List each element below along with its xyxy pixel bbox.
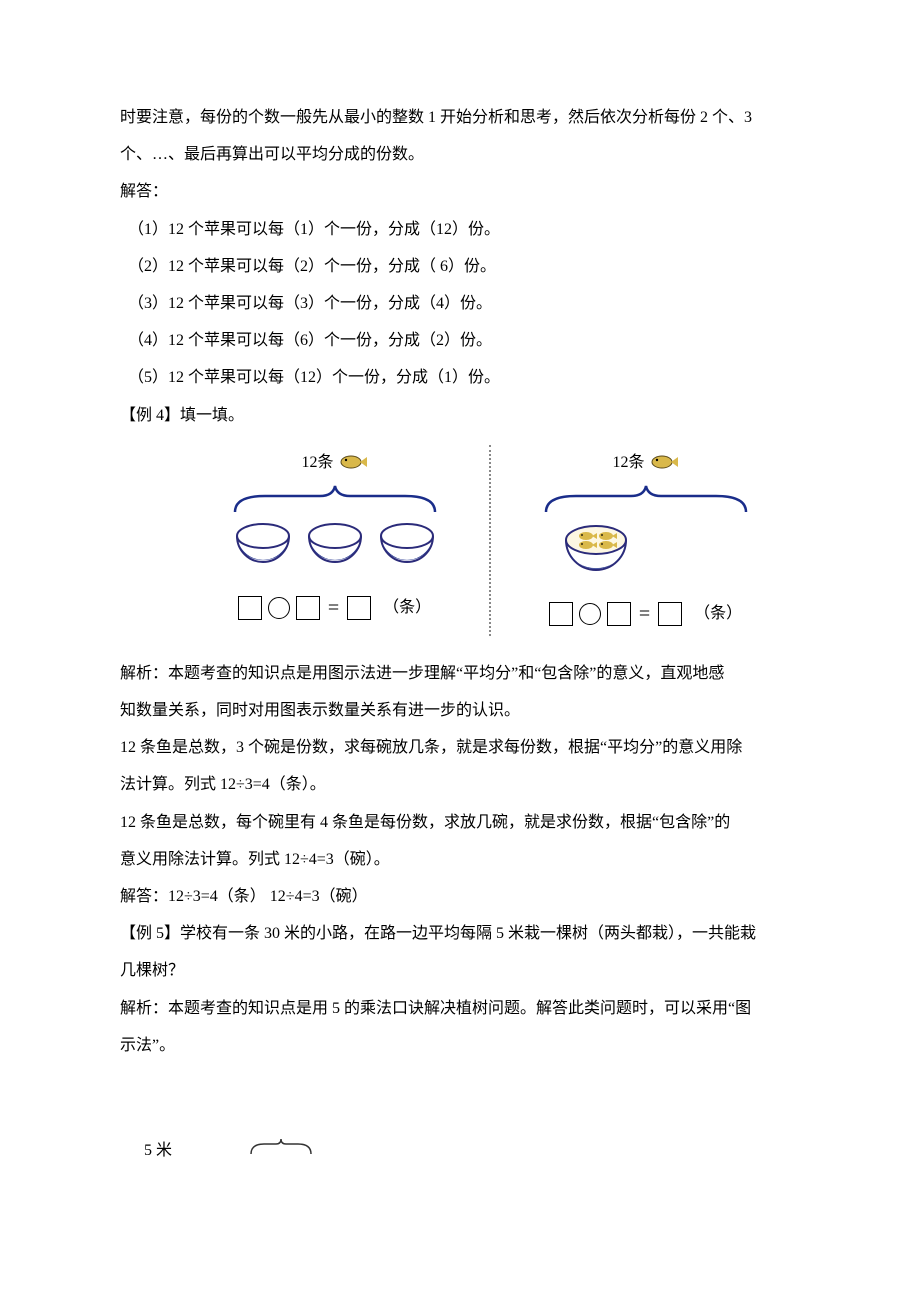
equation-right: = （条） (549, 592, 742, 636)
analysis-p4: 法计算。列式 12÷3=4（条）。 (120, 767, 800, 802)
list-item-4: （4）12 个苹果可以每（6）个一份，分成（2）份。 (120, 323, 800, 358)
operand-box (549, 602, 573, 626)
operand-box (607, 602, 631, 626)
example-5-line-2: 几棵树？ (120, 953, 800, 988)
fish-icon (649, 451, 679, 473)
example-4-label: 【例 4】填一填。 (120, 398, 800, 433)
example-5-line-1: 【例 5】学校有一条 30 米的小路，在路一边平均每隔 5 米栽一棵树（两头都栽… (120, 916, 800, 951)
result-box (347, 596, 371, 620)
bowls-right (562, 522, 630, 578)
diagram-left: 12条 (180, 445, 489, 636)
intro-line-2: 个、…、最后再算出可以平均分成的份数。 (120, 137, 800, 172)
list-item-2: （2）12 个苹果可以每（2）个一份，分成（ 6）份。 (120, 249, 800, 284)
diagram-right: 12条 (491, 445, 800, 636)
top-label-left: 12条 (301, 445, 367, 480)
operand-box (238, 596, 262, 620)
unit-right: （条） (694, 596, 742, 631)
list-item-5: （5）12 个苹果可以每（12）个一份，分成（1）份。 (120, 360, 800, 395)
example-5-line-4: 示法”。 (120, 1028, 800, 1063)
bowl-empty-icon (307, 522, 363, 572)
analysis-p1: 解析：本题考查的知识点是用图示法进一步理解“平均分”和“包含除”的意义，直观地感 (120, 656, 800, 691)
unit-left: （条） (383, 590, 431, 625)
brace-right (536, 482, 756, 516)
meters-label: 5 米 (144, 1142, 172, 1159)
equals-sign: = (326, 586, 341, 630)
result-box (658, 602, 682, 626)
fish-icon (338, 451, 368, 473)
operator-circle (268, 597, 290, 619)
equation-left: = （条） (238, 586, 431, 630)
list-item-1: （1）12 个苹果可以每（1）个一份，分成（12）份。 (120, 212, 800, 247)
brace-left (225, 482, 445, 516)
list-item-3: （3）12 个苹果可以每（3）个一份，分成（4）份。 (120, 286, 800, 321)
analysis-p2: 知数量关系，同时对用图表示数量关系有进一步的认识。 (120, 693, 800, 728)
operator-circle (579, 603, 601, 625)
count-text-left: 12条 (301, 445, 333, 480)
bowls-left (235, 522, 435, 572)
operand-box (296, 596, 320, 620)
bowl-empty-icon (379, 522, 435, 572)
analysis-answer: 解答：12÷3=4（条） 12÷4=3（碗） (120, 879, 800, 914)
analysis-p3: 12 条鱼是总数，3 个碗是份数，求每碗放几条，就是求每份数，根据“平均分”的意… (120, 730, 800, 765)
top-label-right: 12条 (612, 445, 678, 480)
answer-label: 解答： (120, 174, 800, 209)
count-text-right: 12条 (612, 445, 644, 480)
analysis-p5: 12 条鱼是总数，每个碗里有 4 条鱼是每份数，求放几碗，就是求份数，根据“包含… (120, 805, 800, 840)
small-brace-icon (246, 1134, 316, 1169)
diagram-row: 12条 (120, 445, 800, 636)
footer-diagram: 5 米 (120, 1133, 800, 1169)
bowl-empty-icon (235, 522, 291, 572)
equals-sign: = (637, 592, 652, 636)
analysis-p6: 意义用除法计算。列式 12÷4=3（碗）。 (120, 842, 800, 877)
bowl-fish-icon (562, 522, 630, 578)
intro-line-1: 时要注意，每份的个数一般先从最小的整数 1 开始分析和思考，然后依次分析每份 2… (120, 100, 800, 135)
example-5-line-3: 解析：本题考查的知识点是用 5 的乘法口诀解决植树问题。解答此类问题时，可以采用… (120, 991, 800, 1026)
